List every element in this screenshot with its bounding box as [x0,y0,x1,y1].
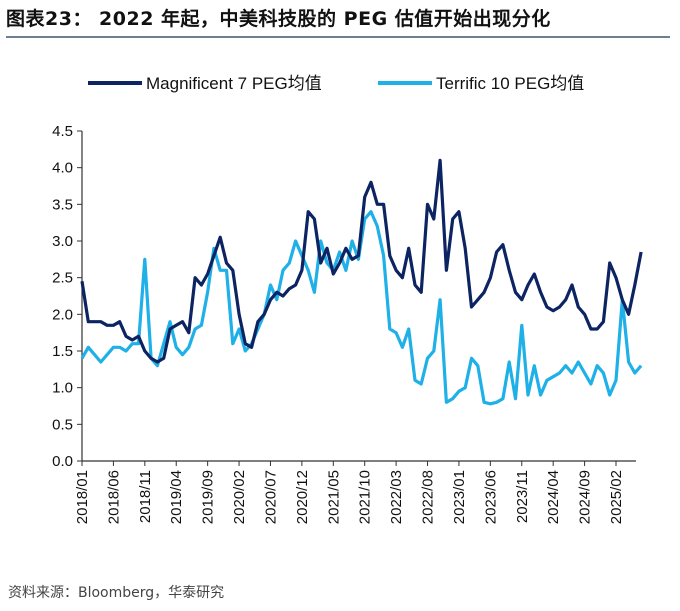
legend-label: Terrific 10 PEG均值 [436,74,584,93]
source-note: 资料来源：Bloomberg，华泰研究 [8,585,225,601]
x-tick-label: 2019/04 [168,470,185,524]
y-tick-label: 0.5 [52,416,73,433]
y-tick-label: 1.5 [52,343,73,360]
x-tick-label: 2025/02 [608,470,625,524]
x-tick-label: 2023/11 [514,470,531,523]
y-tick-label: 3.5 [52,196,73,213]
figure-title: 图表23： 2022 年起，中美科技股的 PEG 估值开始出现分化 [6,8,551,30]
y-tick-label: 2.0 [52,306,73,323]
x-tick-label: 2023/06 [482,470,499,524]
x-tick-label: 2019/09 [200,470,217,524]
x-tick-label: 2024/04 [545,470,562,524]
x-tick-label: 2021/05 [325,470,342,524]
x-tick-label: 2022/03 [388,470,405,524]
x-tick-label: 2020/02 [231,470,248,524]
x-tick-label: 2023/01 [451,470,468,524]
y-tick-label: 4.5 [52,123,73,140]
x-tick-label: 2018/06 [105,470,122,524]
x-tick-label: 2021/10 [357,470,374,524]
y-tick-label: 0.0 [52,453,73,470]
legend-label: Magnificent 7 PEG均值 [146,74,322,93]
y-tick-label: 3.0 [52,233,73,250]
y-tick-label: 1.0 [52,380,73,397]
x-tick-label: 2018/11 [137,470,154,523]
x-tick-label: 2022/08 [420,470,437,524]
x-tick-label: 2024/09 [577,470,594,524]
y-tick-label: 2.5 [52,270,73,287]
title-divider [6,36,670,38]
y-tick-label: 4.0 [52,160,73,177]
x-tick-label: 2020/07 [262,470,279,524]
x-tick-label: 2018/01 [74,470,91,524]
series-line-magnificent-7 [80,158,643,364]
x-tick-label: 2020/12 [294,470,311,524]
